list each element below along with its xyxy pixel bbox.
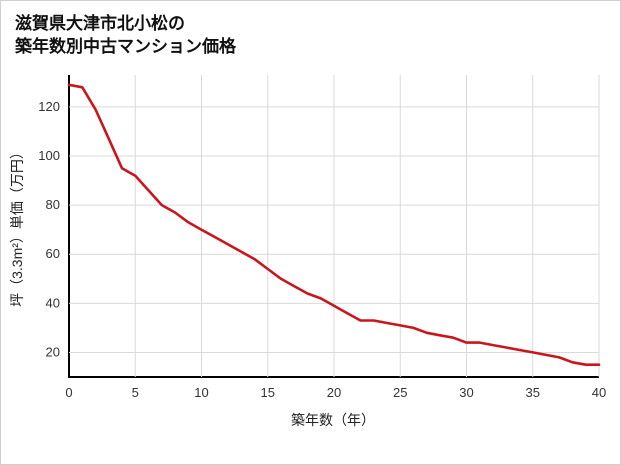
y-tick-label: 100: [38, 148, 60, 163]
y-tick-label: 60: [46, 246, 60, 261]
y-tick-label: 40: [46, 295, 60, 310]
chart-title: 滋賀県大津市北小松の 築年数別中古マンション価格: [1, 1, 620, 59]
chart-title-line1: 滋賀県大津市北小松の: [15, 14, 185, 33]
y-tick-label: 80: [46, 197, 60, 212]
x-tick-label: 30: [459, 385, 473, 400]
x-axis-label: 築年数（年）: [291, 412, 375, 428]
chart-area: 120 100 80 60 40 20 40 35 30 25 20 15 10 5 0 築年数（年） 坪（…: [5, 63, 620, 440]
x-tick-label: 15: [261, 385, 275, 400]
x-tick-label: 40: [592, 385, 606, 400]
chart-title-line2: 築年数別中古マンション価格: [15, 36, 236, 56]
price-line-series: [67, 83, 601, 366]
y-tick-label: 20: [46, 344, 60, 359]
x-tick-label: 20: [327, 385, 341, 400]
x-tick-label: 0: [65, 385, 72, 400]
x-tick-label: 35: [526, 385, 540, 400]
line-chart: 120 100 80 60 40 20 40 35 30 25 20 15 10 5 0 築年数（年） 坪（…: [9, 74, 606, 428]
x-tick-label: 5: [132, 385, 139, 400]
y-tick-label: 120: [38, 99, 60, 114]
y-axis-label: 坪（3.3m²）単価（万円）: [9, 145, 25, 307]
x-tick-label: 25: [393, 385, 407, 400]
x-tick-label: 10: [194, 385, 208, 400]
